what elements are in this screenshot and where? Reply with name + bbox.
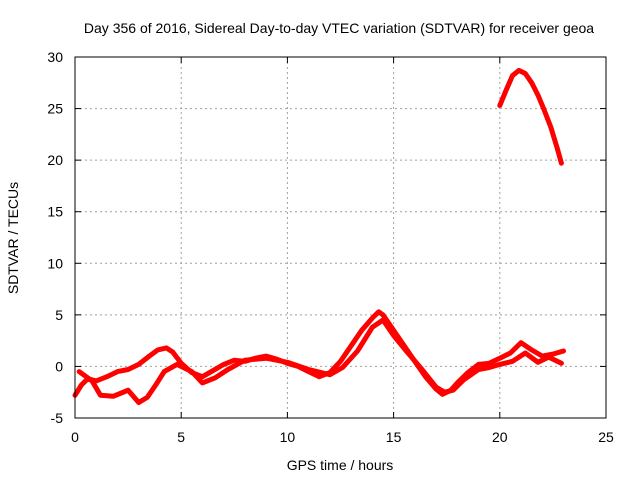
y-tick-label: -5 [51,410,64,426]
y-tick-label: 0 [55,358,63,374]
y-axis-label: SDTVAR / TECUs [5,182,21,294]
chart-title: Day 356 of 2016, Sidereal Day-to-day VTE… [84,20,594,36]
x-axis-label: GPS time / hours [287,457,394,473]
series-line-3 [497,67,564,166]
y-tick-label: 10 [47,255,63,271]
x-tick-label: 25 [598,429,614,445]
plot-frame [74,56,607,419]
series-line-2 [76,317,564,405]
x-tick-label: 5 [177,429,185,445]
x-tick-label: 15 [386,429,402,445]
data-series [72,67,566,405]
series-line-1 [72,309,566,398]
y-tick-label: 20 [47,152,63,168]
axis-ticks: 0 5 10 15 20 25 -5 0 5 10 15 20 25 30 [47,49,614,445]
x-tick-label: 20 [492,429,508,445]
y-tick-label: 15 [47,204,63,220]
x-tick-label: 10 [280,429,296,445]
x-tick-label: 0 [71,429,79,445]
y-tick-label: 5 [55,307,63,323]
y-tick-label: 25 [47,101,63,117]
y-tick-label: 30 [47,49,63,65]
